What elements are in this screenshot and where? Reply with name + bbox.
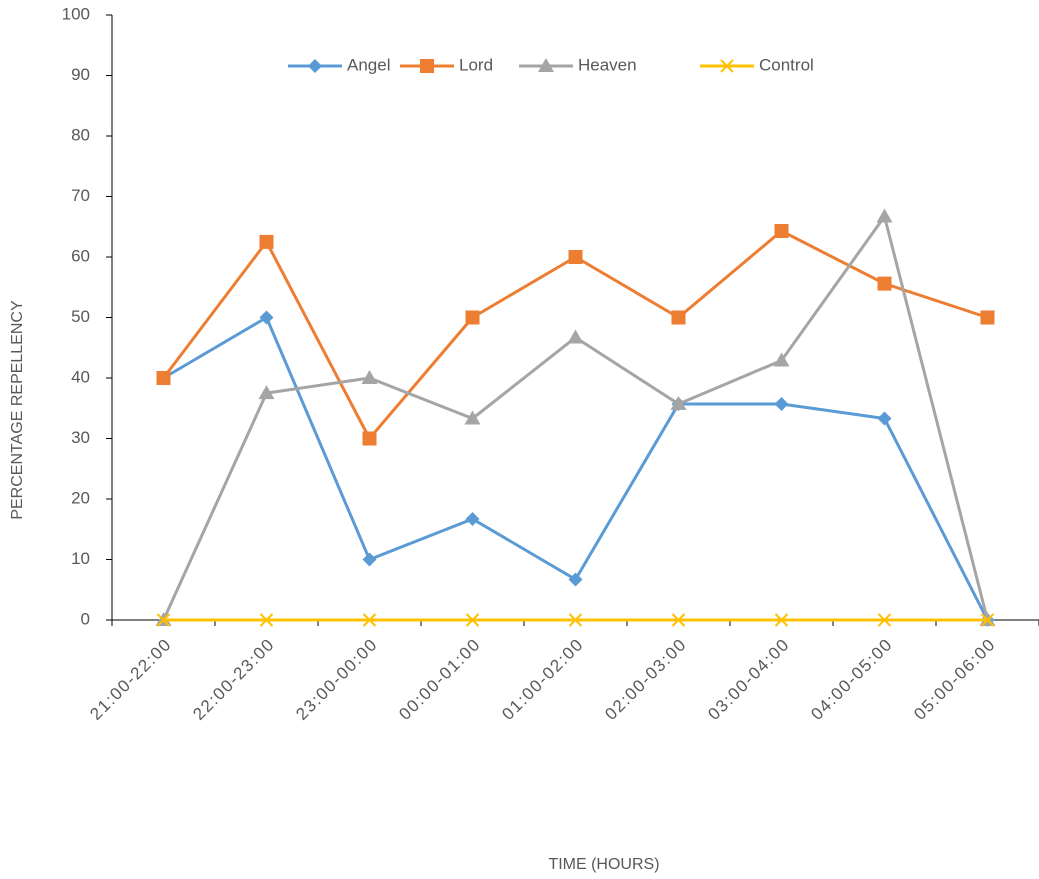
marker	[465, 511, 480, 526]
marker	[670, 396, 687, 411]
marker	[773, 352, 790, 367]
marker	[464, 410, 481, 425]
marker	[877, 411, 892, 426]
marker	[877, 613, 892, 627]
marker	[420, 59, 434, 73]
marker	[877, 276, 892, 291]
marker	[362, 431, 377, 446]
marker	[258, 385, 275, 400]
marker	[361, 370, 378, 384]
marker	[774, 397, 789, 412]
marker	[465, 310, 480, 325]
marker	[671, 613, 686, 627]
y-tick-label: 0	[81, 609, 90, 628]
x-tick-label: 03:00-04:00	[704, 635, 793, 724]
x-tick-label: 22:00-23:00	[189, 635, 278, 724]
marker	[567, 329, 584, 344]
marker	[538, 58, 554, 72]
marker	[671, 310, 686, 325]
y-tick-label: 10	[71, 549, 90, 568]
marker	[156, 613, 171, 627]
legend: Angel Lord Heaven Control	[288, 55, 814, 74]
y-tick-label: 30	[71, 428, 90, 447]
legend-label: Angel	[347, 55, 390, 74]
y-tick-label: 60	[71, 246, 90, 265]
legend-label: Lord	[459, 55, 493, 74]
series-line	[162, 214, 989, 621]
legend-label: Control	[759, 55, 814, 74]
marker	[876, 208, 893, 223]
x-tick-label: 23:00-00:00	[292, 635, 381, 724]
x-tick-label: 05:00-06:00	[910, 635, 999, 724]
y-tick-label: 70	[71, 186, 90, 205]
x-tick-label: 02:00-03:00	[601, 635, 690, 724]
marker	[259, 310, 274, 325]
marker	[980, 310, 995, 325]
marker	[720, 59, 734, 73]
marker	[259, 613, 274, 627]
y-tick-label: 50	[71, 307, 90, 326]
marker	[362, 552, 377, 567]
y-tick-label: 80	[71, 125, 90, 144]
marker	[774, 223, 789, 238]
legend-label: Heaven	[578, 55, 637, 74]
marker	[362, 613, 377, 627]
y-tick-label: 90	[71, 65, 90, 84]
marker	[465, 613, 480, 627]
y-axis-label: PERCENTAGE REPELLENCY	[9, 300, 26, 520]
y-tick-label: 100	[62, 4, 90, 23]
marker	[259, 234, 274, 249]
x-tick-label: 00:00-01:00	[395, 635, 484, 724]
marker	[156, 371, 171, 385]
marker	[568, 250, 583, 264]
x-tick-label: 04:00-05:00	[807, 635, 896, 724]
x-tick-label: 01:00-02:00	[498, 635, 587, 724]
x-tick-label: 21:00-22:00	[86, 635, 175, 724]
y-tick-label: 20	[71, 488, 90, 507]
marker	[774, 613, 789, 627]
y-tick-label: 40	[71, 367, 90, 386]
marker	[568, 613, 583, 627]
x-axis-label: TIME (HOURS)	[548, 856, 659, 873]
marker	[568, 572, 583, 587]
marker	[308, 59, 322, 73]
marker	[980, 613, 995, 627]
